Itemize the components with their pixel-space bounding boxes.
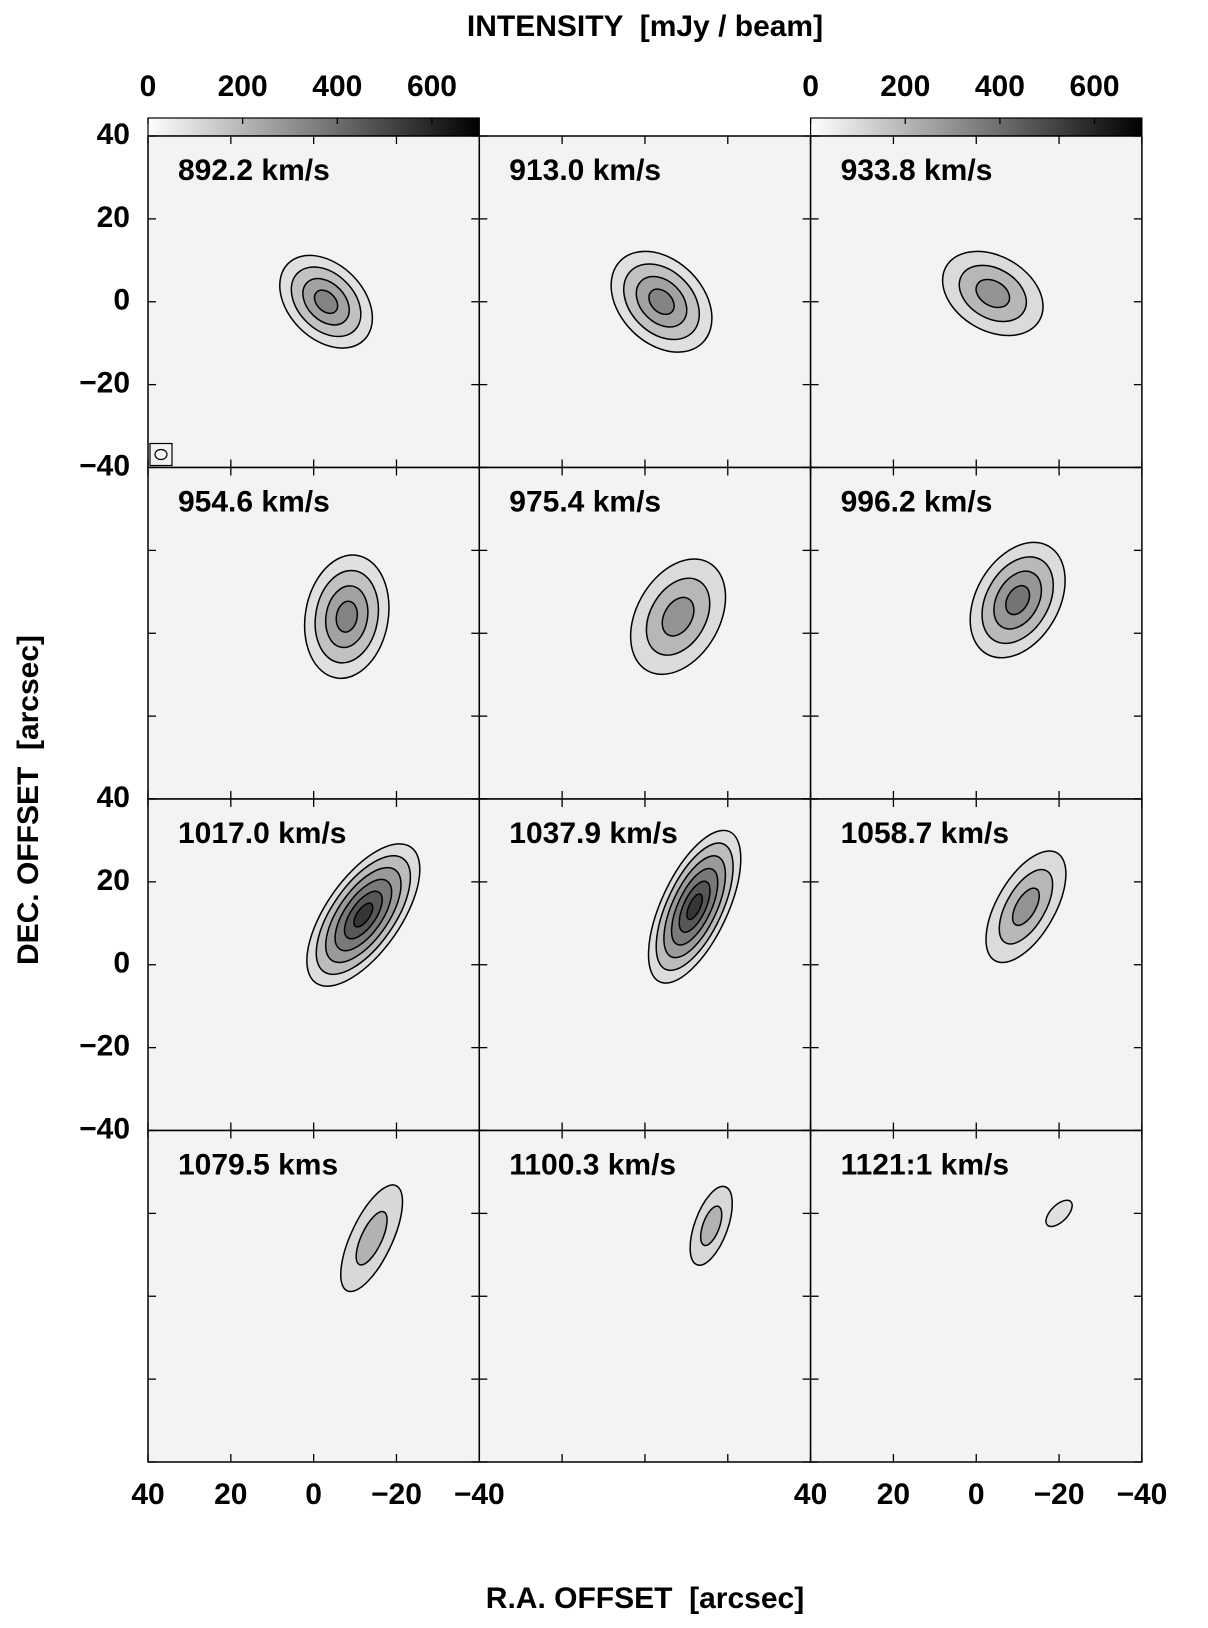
emission [629,558,727,676]
channel-label: 933.8 km/s [841,154,993,187]
y-tick-label: −20 [79,367,130,400]
x-tick-label: 0 [305,1478,322,1511]
colorbar-tick-label: 200 [880,70,930,103]
panel: 1079.5 kms [147,1129,481,1463]
beam-box [149,442,173,467]
panel: 1121:1 km/s [809,1129,1143,1463]
y-tick-label: 20 [97,864,130,897]
emission [303,554,390,680]
emission [985,850,1067,964]
contour [353,902,374,928]
y-tick-label: 40 [97,118,130,151]
emission [689,1185,734,1266]
panel: 975.4 km/s [478,466,812,800]
contour [661,596,695,637]
panel: 913.0 km/s [478,135,812,469]
colorbar [147,117,480,137]
contour [699,1205,723,1247]
x-tick-label: 0 [968,1478,985,1511]
panel: 1037.9 km/s [478,798,812,1132]
contour [686,893,704,921]
emission [340,1184,404,1293]
x-tick-label: 40 [131,1478,164,1511]
y-tick-label: 0 [113,947,130,980]
emission [279,254,374,349]
colorbar-tick-label: 600 [1070,70,1120,103]
panel: 954.6 km/s [147,466,481,800]
emission [610,250,713,353]
x-tick-label: 20 [214,1478,247,1511]
colorbar-tick-label: 400 [975,70,1025,103]
chart-title: INTENSITY [mJy / beam] [467,10,823,43]
panel: 1100.3 km/s [478,1129,812,1463]
emission [1045,1199,1073,1228]
emission [306,843,421,987]
y-tick-label: 40 [97,781,130,814]
y-tick-label: −40 [79,449,130,482]
panel: 1058.7 km/s [809,798,1143,1132]
x-axis-title: R.A. OFFSET [arcsec] [486,1582,804,1615]
beam [154,448,168,461]
contour [648,288,675,316]
x-tick-label: −40 [454,1478,505,1511]
channel-label: 1079.5 kms [178,1148,338,1181]
emission [969,541,1066,659]
emission [941,250,1044,337]
panel: 996.2 km/s [809,466,1143,800]
contour [313,289,339,315]
channel-label: 913.0 km/s [509,154,661,187]
contour [335,600,359,633]
y-tick-label: 20 [97,201,130,234]
channel-label: 954.6 km/s [178,485,330,518]
panel-frame [478,1129,812,1463]
panel: 933.8 km/s [809,135,1143,469]
colorbar-tick-label: 600 [407,70,457,103]
x-tick-label: −20 [371,1478,422,1511]
colorbar [809,117,1143,137]
x-tick-label: 40 [794,1478,827,1511]
channel-label: 975.4 km/s [509,485,661,518]
channel-label: 892.2 km/s [178,154,330,187]
y-tick-label: −40 [79,1112,130,1145]
channel-label: 1058.7 km/s [841,817,1009,850]
emission [647,829,742,984]
channel-label: 1100.3 km/s [509,1148,676,1181]
panel-frame [809,798,1143,1132]
panel-frame [147,1129,481,1463]
colorbar-tick-label: 0 [140,70,157,103]
contour [355,1210,388,1266]
colorbar-tick-label: 200 [218,70,268,103]
contour [1045,1199,1073,1228]
panel-frame [478,798,812,1132]
y-tick-label: −20 [79,1030,130,1063]
channel-label: 996.2 km/s [841,485,993,518]
channel-label: 1037.9 km/s [509,817,677,850]
contour [1005,584,1031,616]
colorbar-tick-label: 0 [802,70,819,103]
contour [1011,887,1041,927]
x-tick-label: −20 [1034,1478,1085,1511]
panel: 1017.0 km/s [147,798,481,1132]
panel: 892.2 km/s [147,135,481,469]
y-axis-title: DEC. OFFSET [arcsec] [12,635,45,965]
contour [975,278,1011,309]
colorbar-tick-label: 400 [312,70,362,103]
x-tick-label: 20 [877,1478,910,1511]
channel-label: 1121:1 km/s [841,1148,1009,1181]
channel-label: 1017.0 km/s [178,817,346,850]
x-tick-label: −40 [1116,1478,1167,1511]
y-tick-label: 0 [113,284,130,317]
